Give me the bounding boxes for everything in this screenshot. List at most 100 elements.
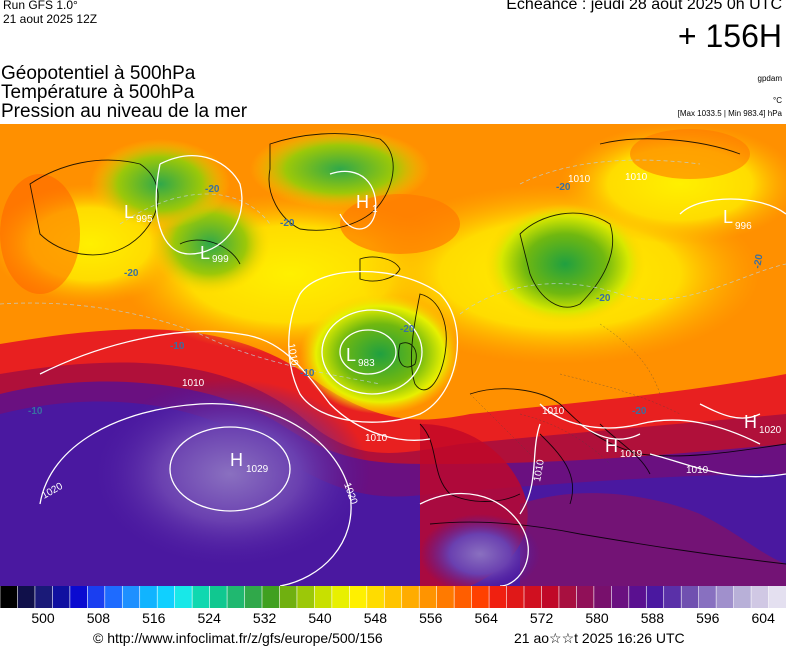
svg-text:H: H bbox=[230, 450, 243, 470]
color-scale bbox=[0, 586, 786, 608]
color-scale-swatch bbox=[698, 586, 717, 608]
color-scale-swatch bbox=[611, 586, 630, 608]
color-scale-swatch bbox=[524, 586, 542, 608]
variable-pressure: Pression au niveau de la mer bbox=[1, 101, 248, 122]
color-scale-swatch bbox=[314, 586, 333, 608]
isotherm-label: -20 bbox=[556, 182, 571, 193]
svg-text:L: L bbox=[124, 202, 134, 222]
color-scale-tick-label: 604 bbox=[751, 610, 775, 626]
isotherm-label: -20 bbox=[124, 268, 139, 279]
unit-pressure-range: [Max 1033.5 | Min 983.4] hPa bbox=[677, 109, 782, 118]
color-scale-swatch bbox=[174, 586, 193, 608]
color-scale-swatch bbox=[681, 586, 700, 608]
color-scale-swatch bbox=[0, 586, 18, 608]
color-scale-swatch bbox=[768, 586, 786, 608]
svg-text:H: H bbox=[356, 192, 369, 212]
color-scale-swatch bbox=[576, 586, 595, 608]
color-scale-tick-label: 548 bbox=[363, 610, 388, 626]
color-scale-swatch bbox=[209, 586, 228, 608]
isotherm-label: -20 bbox=[632, 406, 647, 417]
color-scale-swatch bbox=[279, 586, 298, 608]
color-scale-swatch bbox=[192, 586, 211, 608]
isotherm-label: -20 bbox=[752, 253, 765, 270]
pressure-center-low: L 983 bbox=[346, 345, 375, 369]
color-scale-swatch bbox=[489, 586, 508, 608]
color-scale-tick-label: 572 bbox=[529, 610, 554, 626]
color-scale-swatch bbox=[593, 586, 612, 608]
isobar-label: 1010 bbox=[568, 174, 591, 185]
isobar-label: 1010 bbox=[365, 433, 388, 444]
svg-text:983: 983 bbox=[358, 358, 375, 369]
color-scale-tick-label: 516 bbox=[142, 610, 166, 626]
isotherm-label: -20 bbox=[205, 184, 220, 195]
pressure-center-high: H 1 bbox=[356, 192, 378, 215]
pressure-center-high: H 1019 bbox=[605, 436, 643, 460]
color-scale-tick-label: 540 bbox=[308, 610, 332, 626]
color-scale-tick-label: 508 bbox=[86, 610, 111, 626]
echeance-label: Echéance : jeudi 28 aout 2025 0h UTC bbox=[506, 0, 782, 13]
color-scale-swatch bbox=[349, 586, 368, 608]
color-scale-swatch bbox=[454, 586, 473, 608]
borders bbox=[469, 323, 681, 465]
pressure-center-high: H 1029 bbox=[230, 450, 269, 475]
color-scale-swatch bbox=[558, 586, 577, 608]
isotherm-label: -20 bbox=[400, 324, 415, 335]
forecast-horizon: + 156H bbox=[677, 18, 782, 54]
isobar-label: 1010 bbox=[542, 406, 565, 417]
pressure-center-low: L 995 bbox=[124, 202, 153, 225]
generation-date: 21 ao☆☆t 2025 16:26 UTC bbox=[514, 630, 685, 646]
svg-text:999: 999 bbox=[212, 254, 229, 265]
color-scale-swatch bbox=[122, 586, 141, 608]
unit-geopotential: gpdam bbox=[757, 74, 782, 83]
run-date: 21 aout 2025 12Z bbox=[3, 12, 98, 26]
color-scale-tick-label: 596 bbox=[696, 610, 720, 626]
variable-temperature: Température à 500hPa bbox=[1, 82, 195, 103]
color-scale-swatch bbox=[751, 586, 770, 608]
weather-map[interactable]: 1010 1010 1010 1020 1020 1010 1010 1010 … bbox=[0, 124, 786, 586]
color-scale-swatch bbox=[104, 586, 123, 608]
color-scale-swatch bbox=[69, 586, 88, 608]
svg-text:L: L bbox=[346, 345, 356, 365]
color-scale-swatch bbox=[436, 586, 455, 608]
run-label: Run GFS 1.0° bbox=[3, 0, 78, 12]
color-scale-swatch bbox=[296, 586, 315, 608]
color-scale-swatch bbox=[227, 586, 246, 608]
color-scale-swatch bbox=[87, 586, 106, 608]
svg-text:L: L bbox=[723, 207, 733, 227]
isobar-label: 1010 bbox=[686, 465, 709, 476]
color-scale-swatch bbox=[646, 586, 665, 608]
color-scale-swatch bbox=[157, 586, 176, 608]
isotherm-label: -10 bbox=[170, 341, 185, 352]
variable-geopotential: Géopotentiel à 500hPa bbox=[1, 63, 196, 84]
pressure-center-low: L 996 bbox=[723, 207, 752, 232]
color-scale-tick-label: 556 bbox=[419, 610, 443, 626]
color-scale-swatch bbox=[733, 586, 752, 608]
color-scale-swatch bbox=[34, 586, 53, 608]
color-scale-swatch bbox=[506, 586, 525, 608]
isotherm-label: -20 bbox=[596, 293, 611, 304]
color-scale-swatch bbox=[331, 586, 350, 608]
isotherm-label: -10 bbox=[28, 406, 43, 417]
isobar-label: 1010 bbox=[532, 458, 547, 482]
color-scale-swatch bbox=[17, 586, 36, 608]
svg-text:L: L bbox=[200, 243, 210, 263]
svg-text:1020: 1020 bbox=[759, 425, 782, 436]
color-scale-swatch bbox=[401, 586, 420, 608]
color-scale-swatch bbox=[262, 586, 280, 608]
unit-temperature: °C bbox=[773, 96, 782, 105]
pressure-center-low: L 999 bbox=[200, 243, 229, 265]
isotherm-label: -10 bbox=[300, 368, 315, 379]
svg-text:996: 996 bbox=[735, 221, 752, 232]
color-scale-swatch bbox=[419, 586, 438, 608]
svg-text:1029: 1029 bbox=[246, 464, 269, 475]
copyright-link[interactable]: © http://www.infoclimat.fr/z/gfs/europe/… bbox=[93, 630, 383, 646]
color-scale-swatch bbox=[628, 586, 647, 608]
color-scale-swatch bbox=[52, 586, 71, 608]
svg-text:H: H bbox=[605, 436, 618, 456]
color-scale-tick-label: 564 bbox=[474, 610, 498, 626]
isobar-lines bbox=[39, 155, 786, 586]
color-scale-swatch bbox=[541, 586, 560, 608]
color-scale-tick-label: 524 bbox=[197, 610, 221, 626]
color-scale-tick-label: 532 bbox=[252, 610, 277, 626]
isotherm-lines bbox=[0, 159, 786, 385]
